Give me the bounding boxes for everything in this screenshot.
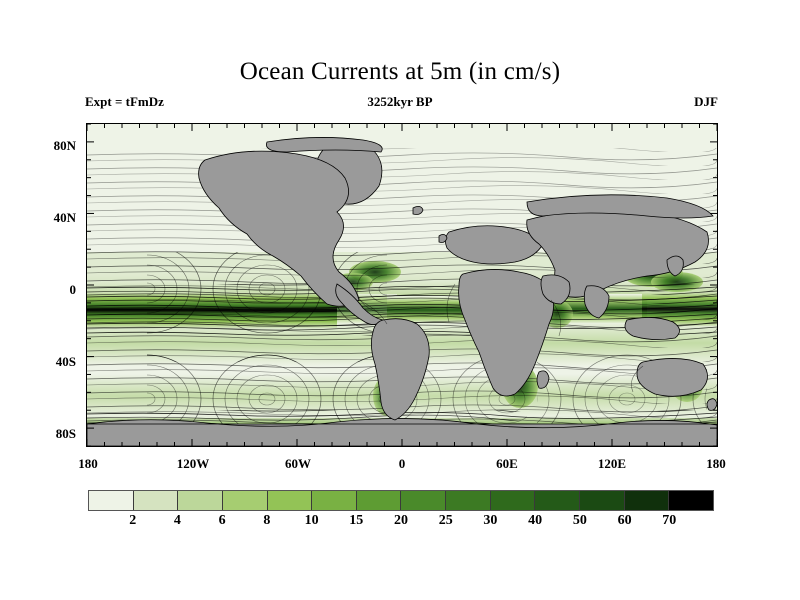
colorbar-cell-1 (133, 491, 179, 510)
land-south-america (371, 318, 430, 421)
colorbar-cell-6 (356, 491, 402, 510)
colorbar (88, 490, 714, 511)
land-india (583, 285, 610, 319)
x-axis-label-0: 0 (398, 456, 406, 471)
figure-subtitle: 3252kyr BP (367, 94, 433, 109)
land-central-america (335, 283, 384, 325)
land-indonesia (624, 317, 680, 340)
colorbar-tick-50: 50 (572, 513, 587, 528)
land-british-isles (438, 234, 448, 243)
x-axis-label-180e: 180 (706, 456, 726, 471)
colorbar-cell-2 (178, 491, 223, 510)
colorbar-cell-0 (89, 491, 134, 510)
y-axis-label-80s: 80S (55, 426, 76, 441)
colorbar-cell-4 (267, 491, 313, 510)
land-masses (87, 137, 717, 446)
x-axis-label-120e: 120E (597, 456, 627, 471)
y-axis-label-0: 0 (69, 282, 77, 297)
land-iceland (412, 206, 424, 215)
colorbar-cell-5 (312, 491, 357, 510)
ocean-current-map (87, 124, 717, 446)
page-title: Ocean Currents at 5m (in cm/s) (239, 58, 561, 85)
x-axis-label-60e: 60E (496, 456, 518, 471)
y-axis-label-40s: 40S (55, 354, 76, 369)
y-axis-label-80n: 80N (53, 138, 76, 153)
season-label: DJF (694, 94, 718, 109)
colorbar-cell-10 (535, 491, 581, 510)
colorbar-tick-70: 70 (662, 513, 677, 528)
colorbar-tick-40: 40 (528, 513, 543, 528)
land-siberia (526, 194, 714, 219)
coastal-contours (358, 283, 644, 393)
colorbar-tick-4: 4 (173, 513, 181, 528)
colorbar-tick-10: 10 (304, 513, 319, 528)
experiment-label: Expt = tFmDz (85, 94, 164, 109)
land-arctic-islands (266, 137, 383, 153)
colorbar-cell-3 (222, 491, 268, 510)
colorbar-tick-25: 25 (438, 513, 453, 528)
colorbar-cell-7 (401, 491, 447, 510)
colorbar-tick-60: 60 (617, 513, 632, 528)
colorbar-tick-8: 8 (263, 513, 271, 528)
land-new-zealand (706, 398, 717, 411)
x-axis-label-180w: 180 (78, 456, 98, 471)
colorbar-cell-9 (490, 491, 536, 510)
colorbar-cell-8 (446, 491, 491, 510)
colorbar-tick-20: 20 (394, 513, 408, 528)
colorbar-cell-13 (669, 491, 713, 510)
land-japan (666, 255, 684, 277)
colorbar-tick-30: 30 (483, 513, 498, 528)
axis-ticks (87, 124, 717, 446)
land-arabia (540, 274, 571, 305)
x-axis-label-60w: 60W (285, 456, 311, 471)
land-antarctica (87, 418, 717, 446)
land-europe (445, 225, 544, 265)
x-axis-label-120w: 120W (176, 456, 210, 471)
map-plot-area (86, 123, 718, 447)
colorbar-tick-2: 2 (129, 513, 137, 528)
colorbar-tick-6: 6 (218, 513, 226, 528)
land-australia (636, 358, 708, 397)
land-madagascar (536, 370, 550, 389)
colorbar-tick-15: 15 (349, 513, 364, 528)
colorbar-cell-11 (580, 491, 625, 510)
colorbar-cell-12 (624, 491, 670, 510)
y-axis-label-40n: 40N (53, 210, 76, 225)
